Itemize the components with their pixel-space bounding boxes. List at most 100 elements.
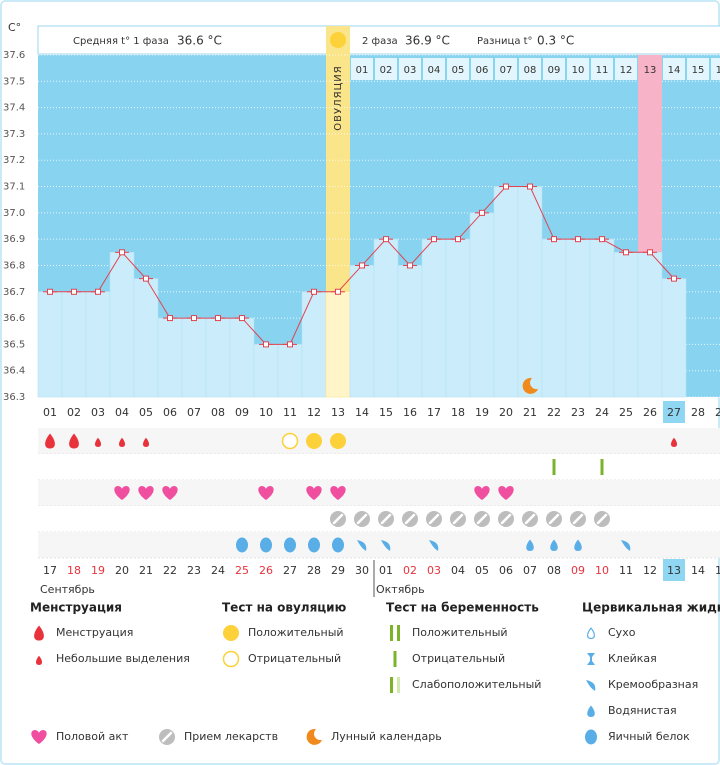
watery-shape	[574, 539, 582, 551]
y-tick-label: 37.1	[3, 182, 25, 193]
x-tick-label: 26	[643, 406, 657, 419]
med-shape	[500, 513, 512, 525]
watery-icon	[526, 539, 534, 551]
preg-neg-shape	[552, 459, 556, 475]
temp-point	[479, 209, 485, 216]
preg-weak-icon	[390, 677, 400, 693]
legend-label: Половой акт	[56, 730, 129, 743]
ovu-neg-shape	[222, 650, 240, 668]
x-tick-label: 22	[547, 406, 561, 419]
date-label: 15	[715, 564, 720, 577]
date-label: 29	[331, 564, 345, 577]
watery-shape	[526, 539, 534, 551]
med-icon	[570, 511, 586, 527]
x-tick-label: 28	[691, 406, 705, 419]
x-tick-label: 13	[331, 406, 345, 419]
temp-bar	[469, 212, 495, 398]
sex-shape	[258, 486, 274, 500]
creamy-shape	[586, 680, 596, 691]
menses-icon	[45, 433, 55, 449]
event-row	[38, 532, 720, 558]
temp-point	[215, 315, 221, 322]
eggwhite-shape	[236, 537, 248, 553]
x-tick-label: 17	[427, 406, 441, 419]
legend-label: Отрицательный	[412, 652, 505, 665]
spotting-shape	[119, 437, 125, 447]
preg-pos-icon	[390, 625, 400, 641]
temp-bar	[85, 291, 111, 398]
preg-pos-shape	[397, 625, 400, 641]
sex-shape	[498, 486, 514, 500]
temp-bar	[277, 344, 303, 398]
med-icon	[474, 511, 490, 527]
preg-neg-shape	[600, 459, 604, 475]
med-icon	[402, 511, 418, 527]
legend-label: Сухо	[608, 626, 636, 639]
temp-point	[503, 183, 509, 190]
post-ovulation-cell	[663, 58, 685, 80]
post-ovulation-cell	[471, 58, 493, 80]
x-tick-label: 10	[259, 406, 273, 419]
temp-bar	[205, 317, 231, 398]
temp-point	[575, 236, 581, 243]
x-tick-label: 29	[715, 406, 720, 419]
legend-title: Цервикальная жидкость	[582, 601, 720, 615]
ovu-pos-shape	[330, 433, 346, 449]
date-label: 02	[403, 564, 417, 577]
moon-icon	[522, 377, 538, 394]
eggwhite-shape	[284, 537, 296, 553]
creamy-shape	[381, 540, 391, 551]
sex-icon	[474, 486, 490, 500]
event-row	[38, 454, 720, 480]
post-ovulation-cell	[543, 58, 565, 80]
today-cell	[663, 559, 685, 581]
eggwhite-icon	[308, 537, 320, 553]
temp-point	[431, 236, 437, 243]
post-ovulation-day: 02	[380, 65, 393, 76]
temp-point	[335, 288, 341, 295]
sex-icon	[31, 730, 47, 744]
date-label: 24	[211, 564, 225, 577]
temp-bar	[445, 238, 471, 398]
temp-point	[239, 315, 245, 322]
menses-icon	[69, 433, 79, 449]
preg-neg-icon	[600, 459, 604, 475]
temp-bar	[37, 291, 63, 398]
post-ovulation-cell	[423, 58, 445, 80]
legend-title: Тест на овуляцию	[222, 601, 347, 615]
ovu-pos-shape	[306, 433, 322, 449]
temp-point	[167, 315, 173, 322]
date-label: 09	[571, 564, 585, 577]
date-label: 17	[43, 564, 57, 577]
med-icon	[354, 511, 370, 527]
temp-bar	[589, 238, 615, 398]
y-tick-label: 36.3	[3, 392, 25, 403]
temp-point	[95, 288, 101, 295]
menses-icon	[34, 625, 44, 641]
post-ovulation-cell	[375, 58, 397, 80]
y-tick-label: 36.9	[3, 234, 25, 245]
temp-bar	[133, 278, 159, 398]
eggwhite-icon	[284, 537, 296, 553]
x-tick-label: 06	[163, 406, 177, 419]
post-ovulation-day: 10	[572, 65, 585, 76]
sex-shape	[306, 486, 322, 500]
med-shape	[524, 513, 536, 525]
x-tick-label: 19	[475, 406, 489, 419]
moon-shape	[522, 377, 538, 394]
post-ovulation-cell	[711, 58, 720, 80]
x-tick-label: 15	[379, 406, 393, 419]
post-ovulation-cell	[495, 58, 517, 80]
sex-icon	[138, 486, 154, 500]
temp-point	[311, 288, 317, 295]
date-label: 11	[619, 564, 633, 577]
date-label: 23	[187, 564, 201, 577]
x-tick-label: 04	[115, 406, 129, 419]
temp-point	[263, 341, 269, 348]
temp-bar	[637, 252, 663, 398]
temp-bar	[613, 252, 639, 398]
x-tick-label: 16	[403, 406, 417, 419]
med-shape	[332, 513, 344, 525]
date-label: 06	[499, 564, 513, 577]
